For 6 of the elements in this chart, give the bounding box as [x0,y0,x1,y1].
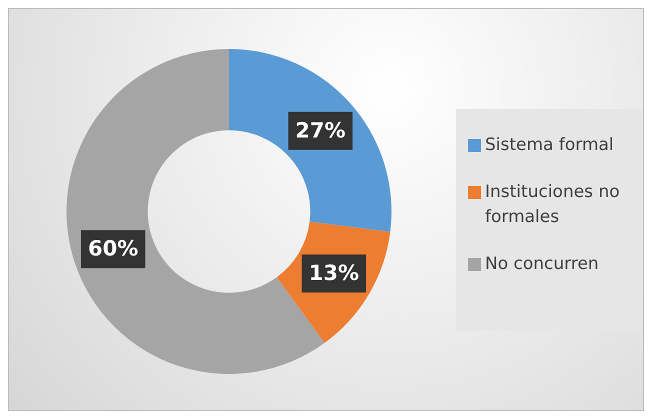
data-label: 13% [308,260,360,285]
data-label: 27% [295,118,346,142]
data-label: 60% [88,236,138,261]
legend-label: No concurren [485,253,599,276]
legend-label: Sistema formal [485,134,614,157]
legend-label: Instituciones no formales [485,181,621,229]
